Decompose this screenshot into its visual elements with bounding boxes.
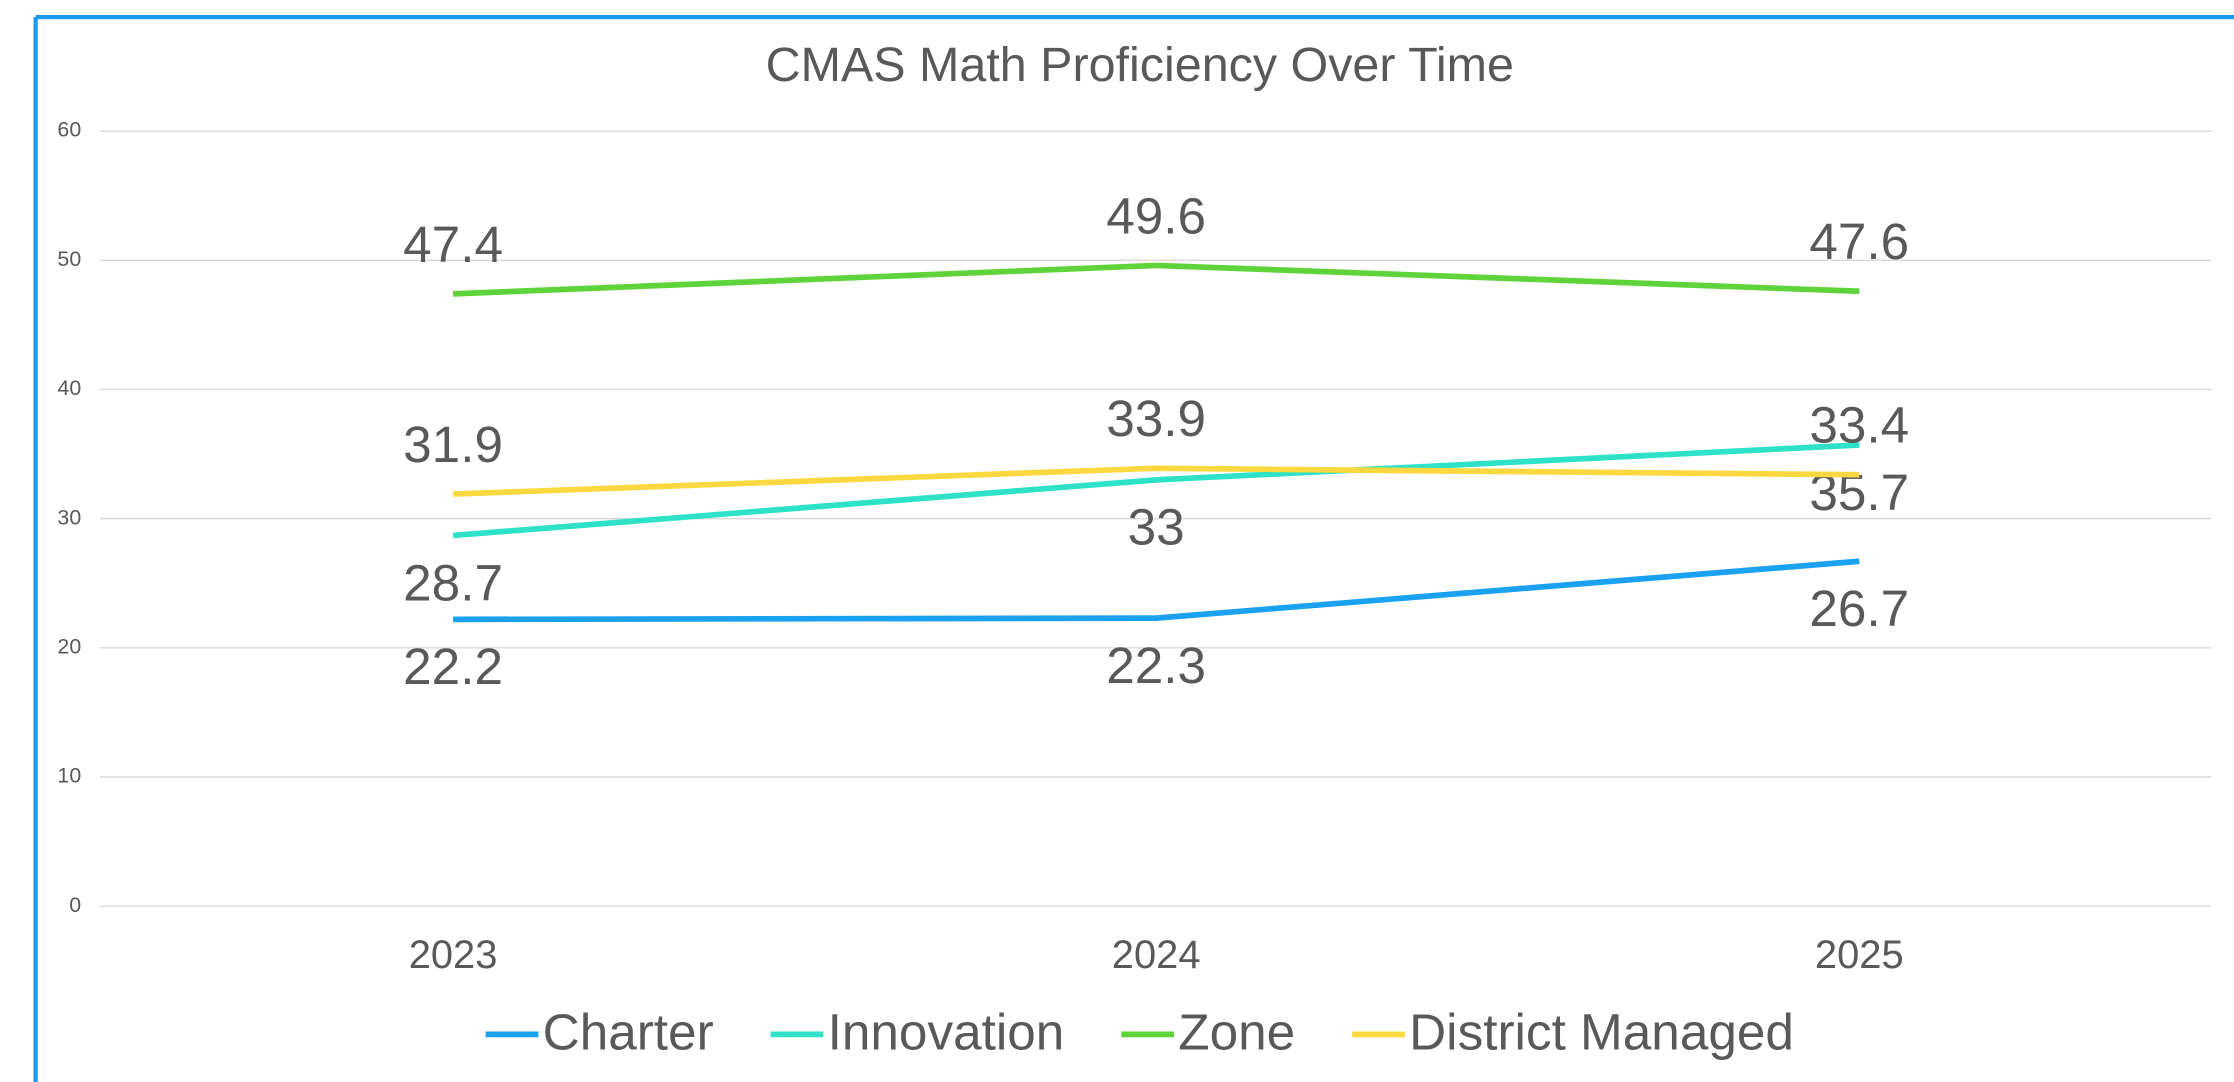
x-tick-label: 2024 — [1112, 933, 1201, 977]
legend-label: Charter — [543, 1003, 714, 1060]
y-tick-label: 20 — [57, 634, 81, 658]
legend-item: District Managed — [1352, 1003, 1794, 1060]
data-label: 31.9 — [403, 416, 503, 473]
y-tick-label: 60 — [57, 118, 81, 142]
data-label: 33.4 — [1809, 397, 1909, 454]
data-label: 33 — [1128, 499, 1185, 556]
series-line — [452, 262, 1860, 297]
series-line — [453, 558, 1860, 623]
legend-item: Zone — [1121, 1003, 1295, 1060]
legend-label: Innovation — [828, 1003, 1065, 1060]
series-line — [452, 442, 1860, 539]
data-label: 47.6 — [1809, 213, 1909, 270]
data-label: 22.3 — [1106, 637, 1206, 694]
y-tick-label: 30 — [57, 505, 81, 529]
y-tick-label: 40 — [57, 376, 81, 400]
x-tick-label: 2025 — [1815, 933, 1904, 977]
data-label: 33.9 — [1106, 390, 1206, 447]
legend-label: District Managed — [1409, 1003, 1794, 1060]
x-tick-label: 2023 — [409, 933, 498, 977]
data-label: 47.4 — [403, 216, 503, 273]
legend-label: Zone — [1178, 1003, 1295, 1060]
series-line — [452, 465, 1860, 497]
y-tick-label: 50 — [57, 247, 81, 271]
data-label: 26.7 — [1809, 580, 1909, 637]
legend-item: Charter — [485, 1003, 714, 1060]
chart-title: CMAS Math Proficiency Over Time — [766, 38, 1514, 92]
legend-item: Innovation — [770, 1003, 1065, 1060]
data-label: 28.7 — [403, 554, 503, 611]
y-tick-label: 10 — [57, 764, 81, 788]
y-tick-label: 0 — [69, 893, 81, 917]
data-label: 49.6 — [1106, 187, 1206, 244]
data-label: 22.2 — [403, 638, 503, 695]
